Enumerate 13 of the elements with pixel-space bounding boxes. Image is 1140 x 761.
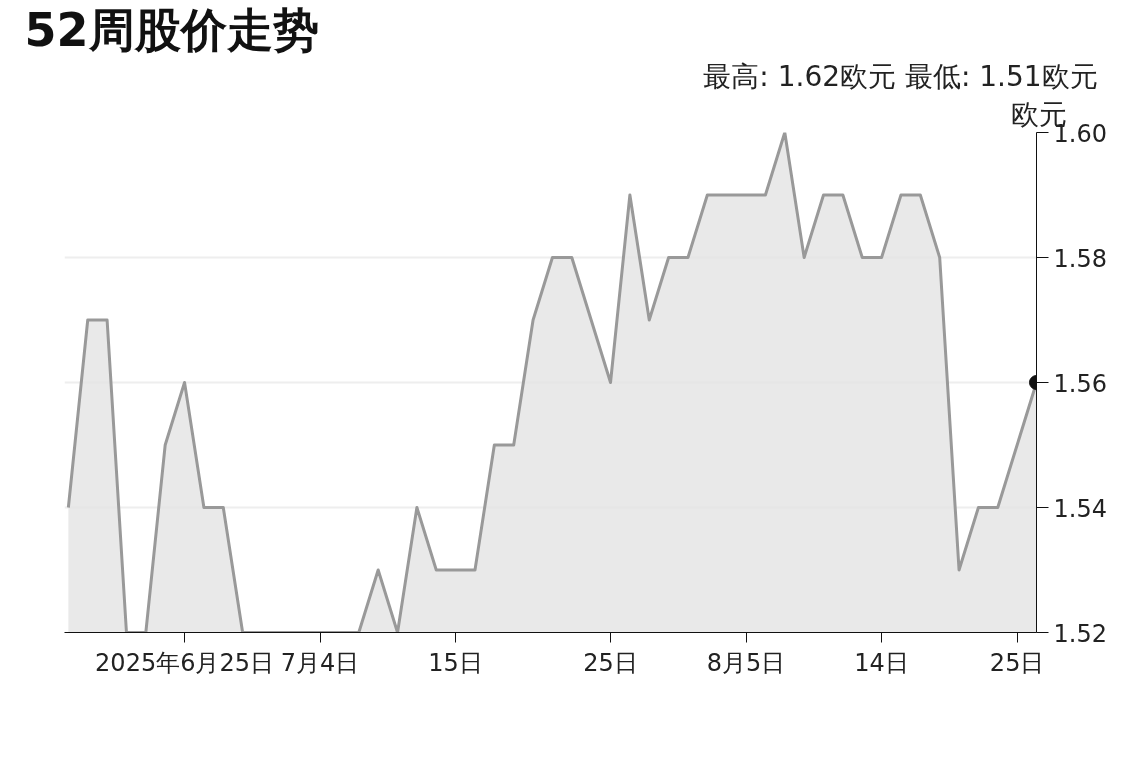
- chart-title: 52周股价走势: [24, 2, 319, 57]
- x-tick-label: 15日: [428, 648, 483, 677]
- x-tick-label: 14日: [854, 648, 909, 677]
- y-tick-label: 1.56: [1053, 369, 1107, 398]
- y-tick-label: 1.52: [1053, 619, 1107, 648]
- x-tick-label: 2025年6月25日: [95, 648, 274, 677]
- y-tick-label: 1.54: [1053, 494, 1107, 523]
- x-tick-label: 8月5日: [706, 648, 786, 677]
- x-tick-label: 25日: [583, 648, 638, 677]
- chart-subtitle: 最高: 1.62欧元 最低: 1.51欧元: [703, 59, 1098, 93]
- x-tick-label: 7月4日: [280, 648, 360, 677]
- x-tick-label: 25日: [989, 648, 1045, 677]
- y-tick-label: 1.58: [1053, 244, 1107, 273]
